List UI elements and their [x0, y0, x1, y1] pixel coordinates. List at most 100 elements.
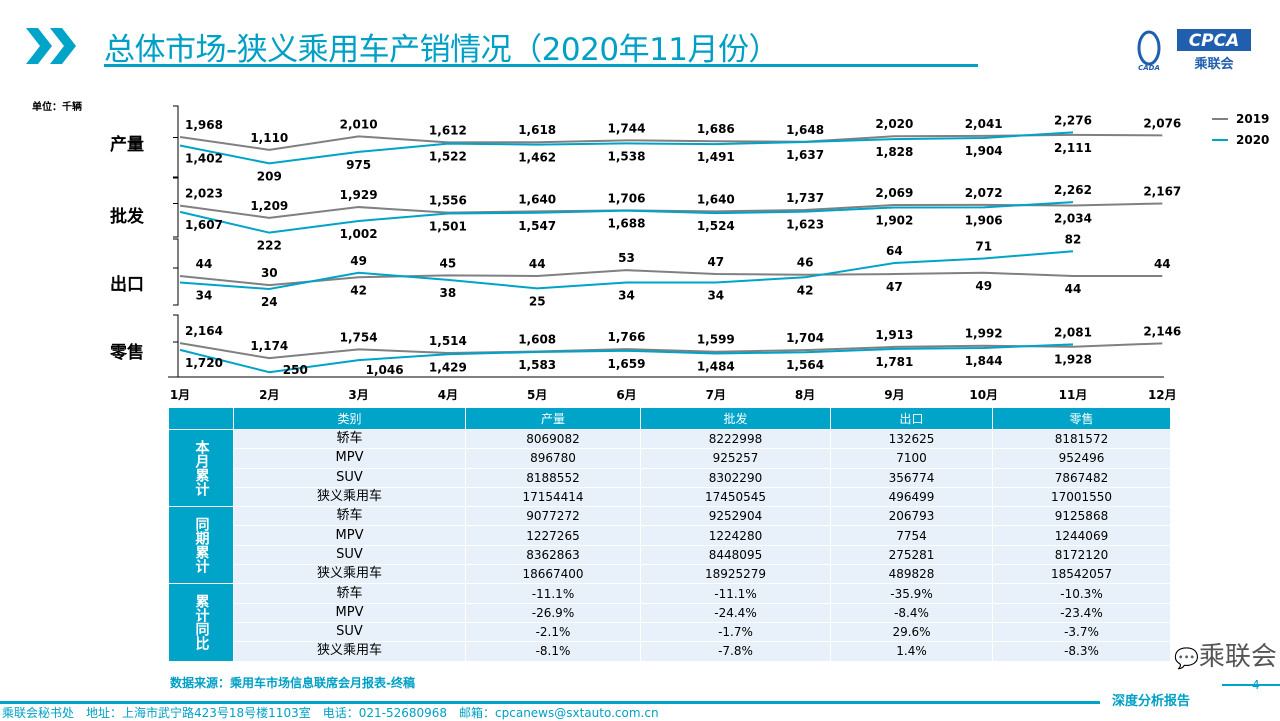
x-tick-label: 2月 [259, 388, 279, 402]
table-row: 狭义乘用车 17154414 17450545 496499 17001550 [169, 486, 1171, 508]
data-label-2020: 1,828 [875, 145, 913, 159]
header-blank [168, 407, 234, 430]
data-label-2020: 1,781 [875, 355, 913, 369]
value-cell: -35.9% [830, 583, 993, 604]
value-cell: 356774 [830, 467, 993, 488]
data-label-2020: 1,484 [697, 359, 735, 373]
data-label-2019: 44 [196, 257, 213, 271]
legend-label: 2020 [1236, 132, 1270, 147]
value-cell: 132625 [830, 428, 993, 450]
value-cell: 17154414 [465, 486, 641, 508]
line-产量-2020 [179, 131, 1074, 165]
value-cell: 8172120 [992, 544, 1171, 566]
x-tick-label: 9月 [884, 388, 904, 402]
data-label-2020: 1,583 [518, 358, 556, 372]
header-category: 类别 [233, 407, 466, 430]
data-label-2019: 47 [707, 255, 724, 269]
footer-divider [0, 701, 1100, 704]
data-label-2020: 1,538 [608, 149, 646, 163]
data-label-2019: 1,514 [429, 334, 467, 348]
value-cell: -8.4% [830, 602, 993, 623]
panel-label-export: 出口 [110, 275, 144, 295]
data-label-2020: 1,623 [786, 218, 824, 232]
data-label-2019: 1,928 [1054, 353, 1092, 367]
header-wholesale: 批发 [640, 407, 831, 430]
table-header-row: 类别 产量 批发 出口 零售 [168, 407, 1171, 430]
value-cell: 925257 [640, 448, 831, 469]
x-tick-label: 4月 [438, 388, 458, 402]
legend-item-2020: 2020 [1212, 129, 1269, 150]
data-label-2019: 2,023 [185, 187, 223, 201]
legend: 2019 2020 [1212, 108, 1269, 150]
x-tick-label: 10月 [969, 388, 998, 402]
value-cell: 9252904 [640, 506, 831, 527]
data-label-2019: 1,706 [608, 191, 646, 205]
value-cell: 7867482 [992, 467, 1171, 488]
data-label-2019: 1,640 [697, 192, 735, 206]
x-tick-label: 3月 [348, 388, 368, 402]
value-cell: 9077272 [465, 506, 641, 527]
data-label-2019: 53 [618, 251, 635, 265]
category-cell: 狭义乘用车 [233, 564, 466, 585]
value-cell: 7100 [830, 448, 993, 469]
value-cell: 1224280 [640, 525, 831, 546]
data-label-2020: 34 [618, 289, 635, 303]
data-label-2019: 2,010 [340, 117, 378, 131]
cpca-logo: CPCA 乘联会 CADA [1135, 26, 1253, 72]
data-label-2020: 2,262 [1054, 183, 1092, 197]
legend-label: 2019 [1236, 111, 1270, 126]
panel-axis-bracket [173, 314, 179, 378]
table-row: 狭义乘用车 -8.1% -7.8% 1.4% -8.3% [169, 641, 1171, 662]
table-row: MPV 1227265 1224280 7754 1244069 [169, 525, 1171, 546]
data-label-2019: 1,766 [608, 330, 646, 344]
line-出口-2020 [179, 250, 1074, 291]
data-label-2020: 209 [257, 169, 282, 183]
footer-divider [1222, 684, 1280, 686]
data-label-2020: 1,524 [697, 219, 735, 233]
data-label-2020: 1,659 [608, 357, 646, 371]
data-label-2020: 222 [257, 239, 282, 253]
value-cell: 8448095 [640, 544, 831, 566]
svg-text:CADA: CADA [1138, 64, 1160, 72]
svg-text:CPCA: CPCA [1189, 31, 1240, 51]
header-retail: 零售 [992, 407, 1171, 430]
category-cell: MPV [233, 525, 466, 546]
data-label-2020: 1,402 [185, 151, 223, 165]
data-label-2019: 1,640 [518, 192, 556, 206]
footer-contact: 乘联会秘书处 地址：上海市武宁路423号18号楼1103室 电话：021-526… [2, 706, 659, 720]
data-label-2019: 2,146 [1143, 324, 1181, 338]
value-cell: 496499 [830, 486, 993, 508]
legend-item-2019: 2019 [1212, 108, 1269, 129]
data-label-2019: 1,754 [340, 330, 378, 344]
data-label-2019: 1,612 [429, 123, 467, 137]
table-row: MPV 896780 925257 7100 952496 [169, 448, 1171, 469]
group-label: 累计同比 [168, 583, 234, 662]
data-label-2019: 1,929 [340, 188, 378, 202]
data-label-2020: 1,564 [786, 358, 824, 372]
data-label-2019: 1,110 [250, 131, 288, 145]
data-label-2019: 1,556 [429, 194, 467, 208]
data-label-2020: 2,081 [1054, 325, 1092, 339]
value-cell: 8181572 [992, 428, 1171, 450]
value-cell: 8069082 [465, 428, 641, 450]
table-row: 同期累计 轿车 9077272 9252904 206793 9125868 [168, 506, 1171, 585]
value-cell: 29.6% [830, 621, 993, 643]
table-row: SUV 8362863 8448095 275281 8172120 [169, 544, 1171, 566]
page-title: 总体市场-狭义乘用车产销情况（2020年11月份） [104, 32, 780, 68]
data-label-2020: 49 [350, 254, 367, 268]
data-label-2019: 1,599 [697, 333, 735, 347]
data-label-2020: 975 [346, 158, 371, 172]
category-cell: 狭义乘用车 [233, 486, 466, 508]
data-label-2019: 42 [350, 283, 367, 297]
data-label-2019: 44 [1154, 257, 1171, 271]
data-label-2020: 1,522 [429, 150, 467, 164]
data-label-2019: 2,111 [1054, 141, 1092, 155]
data-label-2020: 71 [975, 239, 992, 253]
value-cell: -10.3% [992, 583, 1171, 604]
svg-text:乘联会: 乘联会 [1193, 56, 1234, 72]
table-row: 累计同比 轿车 -11.1% -11.1% -35.9% -10.3% [168, 583, 1171, 662]
category-cell: 狭义乘用车 [233, 641, 466, 662]
group-label: 同期累计 [168, 506, 234, 585]
value-cell: 952496 [992, 448, 1171, 469]
chevron-icon [26, 28, 86, 68]
